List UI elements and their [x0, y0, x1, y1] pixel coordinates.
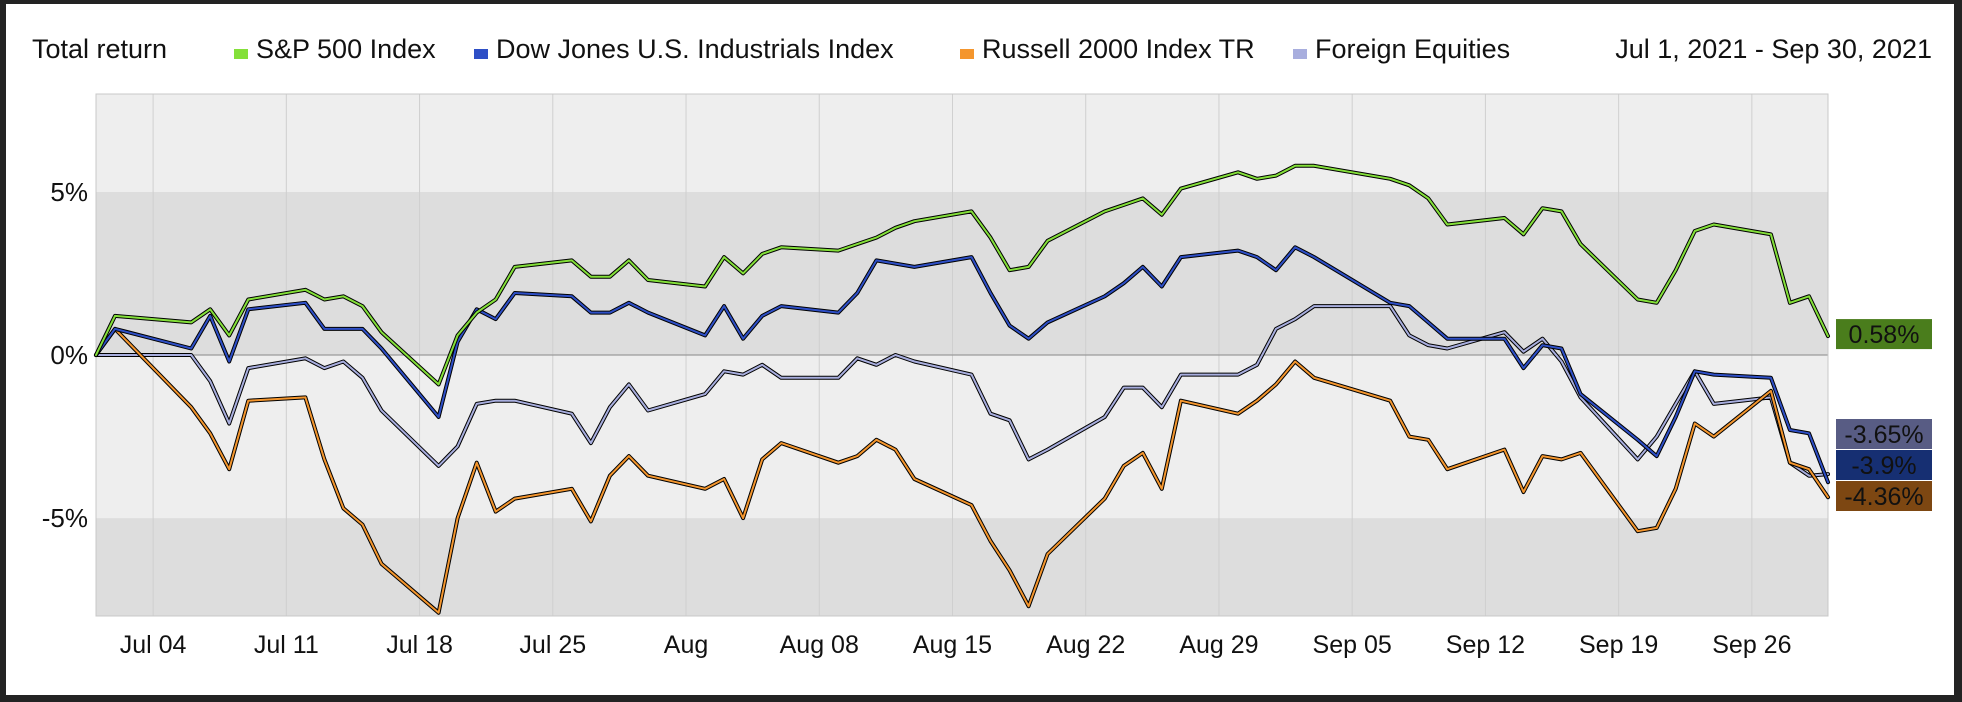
- x-tick-label: Aug 22: [1046, 631, 1125, 659]
- x-tick-label: Jul 25: [519, 631, 586, 659]
- end-value-badge: [1836, 319, 1932, 350]
- chart-title: Total return: [32, 34, 167, 64]
- x-tick-label: Sep 19: [1579, 631, 1658, 659]
- legend-swatch: [960, 49, 974, 59]
- x-tick-label: Aug 15: [913, 631, 992, 659]
- end-value-label: 0.58%: [1849, 321, 1920, 349]
- plot-band: [96, 355, 1828, 519]
- y-tick-label: -5%: [42, 503, 88, 533]
- plot-band: [96, 94, 1828, 192]
- x-tick-label: Aug: [664, 631, 708, 659]
- plot-band: [96, 518, 1828, 616]
- legend-label: S&P 500 Index: [256, 34, 436, 64]
- y-tick-label: 0%: [50, 340, 88, 370]
- legend-label: Dow Jones U.S. Industrials Index: [496, 34, 894, 64]
- y-tick-label: 5%: [50, 177, 88, 207]
- legend-swatch: [474, 49, 488, 59]
- x-tick-label: Aug 29: [1179, 631, 1258, 659]
- end-value-label: -3.9%: [1851, 452, 1916, 480]
- x-tick-label: Sep 26: [1712, 631, 1791, 659]
- series-line: [95, 327, 1829, 614]
- x-tick-label: Jul 04: [120, 631, 187, 659]
- end-value-badge: [1836, 450, 1932, 480]
- x-tick-label: Aug 08: [780, 631, 859, 659]
- chart-frame: Jul 04 Jul 11 Jul 18 Jul 25 Aug Aug 08 Aug 15 A…: [6, 4, 1954, 695]
- x-tick-label: Jul 11: [254, 631, 319, 659]
- end-value-badge: [1836, 419, 1932, 449]
- end-value-badge: [1836, 481, 1932, 511]
- end-value-label: -4.36%: [1844, 483, 1923, 511]
- legend-swatch: [234, 49, 248, 59]
- plot-band: [96, 191, 1828, 355]
- date-range: Jul 1, 2021 - Sep 30, 2021: [1615, 34, 1932, 64]
- series-line: [95, 164, 1829, 386]
- x-tick-label: Sep 05: [1313, 631, 1392, 659]
- legend-swatch: [1293, 49, 1307, 59]
- total-return-chart: Jul 04 Jul 11 Jul 18 Jul 25 Aug Aug 08 Aug 15 A…: [32, 34, 1932, 659]
- legend-label: Foreign Equities: [1315, 34, 1510, 64]
- x-tick-label: Sep 12: [1446, 631, 1525, 659]
- end-value-label: -3.65%: [1844, 421, 1923, 449]
- legend-label: Russell 2000 Index TR: [982, 34, 1255, 64]
- series-line: [95, 246, 1829, 484]
- series-line: [95, 305, 1829, 477]
- x-tick-label: Jul 18: [386, 631, 453, 659]
